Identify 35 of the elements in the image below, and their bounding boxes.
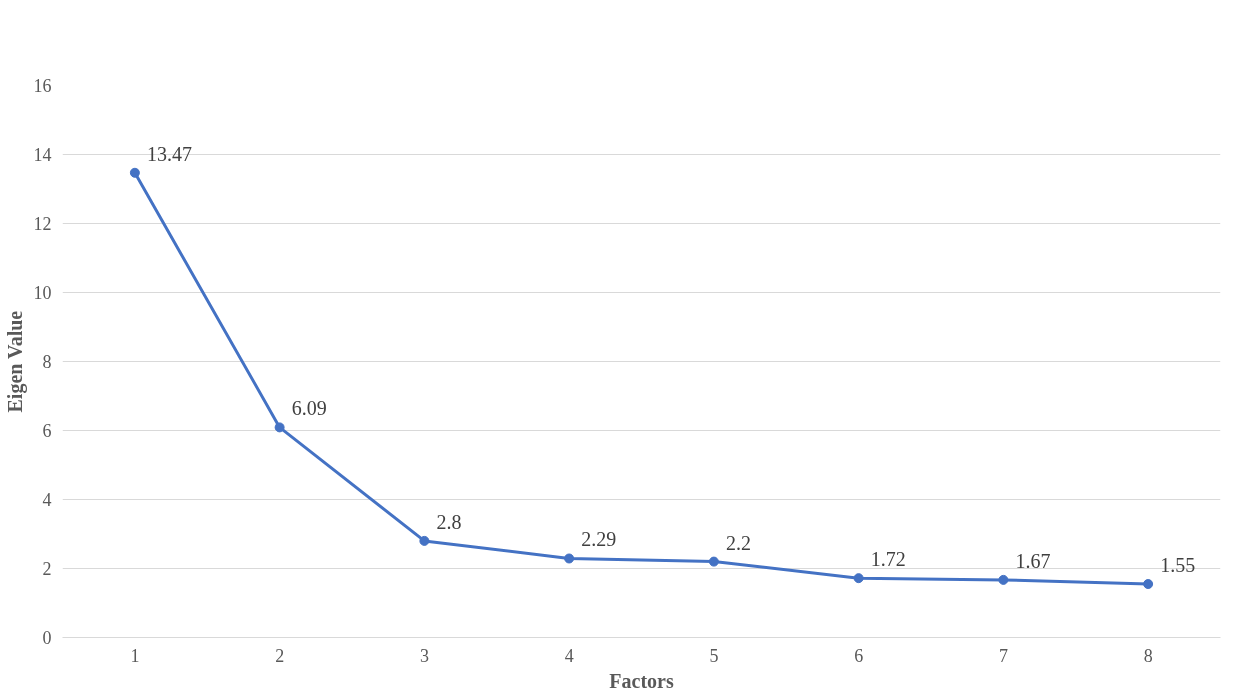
point bbox=[274, 422, 285, 433]
data-label: 2.8 bbox=[436, 510, 462, 533]
data-label: 1.55 bbox=[1160, 554, 1196, 577]
x-axis-title: Factors bbox=[609, 669, 674, 692]
x-tick-label: 6 bbox=[854, 645, 864, 666]
y-tick-label: 0 bbox=[42, 628, 52, 648]
x-tick-label: 7 bbox=[998, 645, 1008, 666]
point bbox=[998, 574, 1009, 585]
point bbox=[1143, 579, 1154, 590]
y-tick-label: 10 bbox=[33, 283, 52, 303]
y-axis-title: Eigen Value bbox=[3, 310, 27, 413]
point bbox=[853, 573, 864, 584]
x-tick-label: 5 bbox=[709, 645, 719, 666]
data-label: 6.09 bbox=[291, 397, 327, 420]
x-tick-label: 1 bbox=[130, 645, 140, 666]
x-tick-label: 8 bbox=[1143, 645, 1153, 666]
y-tick-label: 12 bbox=[33, 214, 52, 234]
y-tick-label: 2 bbox=[42, 559, 52, 579]
data-label: 2.29 bbox=[581, 528, 617, 551]
data-label: 1.67 bbox=[1015, 549, 1051, 572]
point bbox=[129, 167, 140, 178]
data-label: 13.47 bbox=[146, 142, 192, 165]
data-label: 1.72 bbox=[870, 548, 906, 571]
y-tick-label: 16 bbox=[33, 76, 52, 96]
x-tick-label: 4 bbox=[564, 645, 574, 666]
point bbox=[564, 553, 575, 564]
point bbox=[419, 535, 430, 546]
y-tick-label: 8 bbox=[42, 352, 52, 372]
y-tick-label: 4 bbox=[42, 490, 52, 510]
x-tick-label: 3 bbox=[419, 645, 429, 666]
x-tick-label: 2 bbox=[275, 645, 285, 666]
y-tick-label: 14 bbox=[33, 145, 52, 165]
data-label: 2.2 bbox=[725, 531, 751, 554]
point bbox=[708, 556, 719, 567]
y-tick-label: 6 bbox=[42, 421, 52, 441]
